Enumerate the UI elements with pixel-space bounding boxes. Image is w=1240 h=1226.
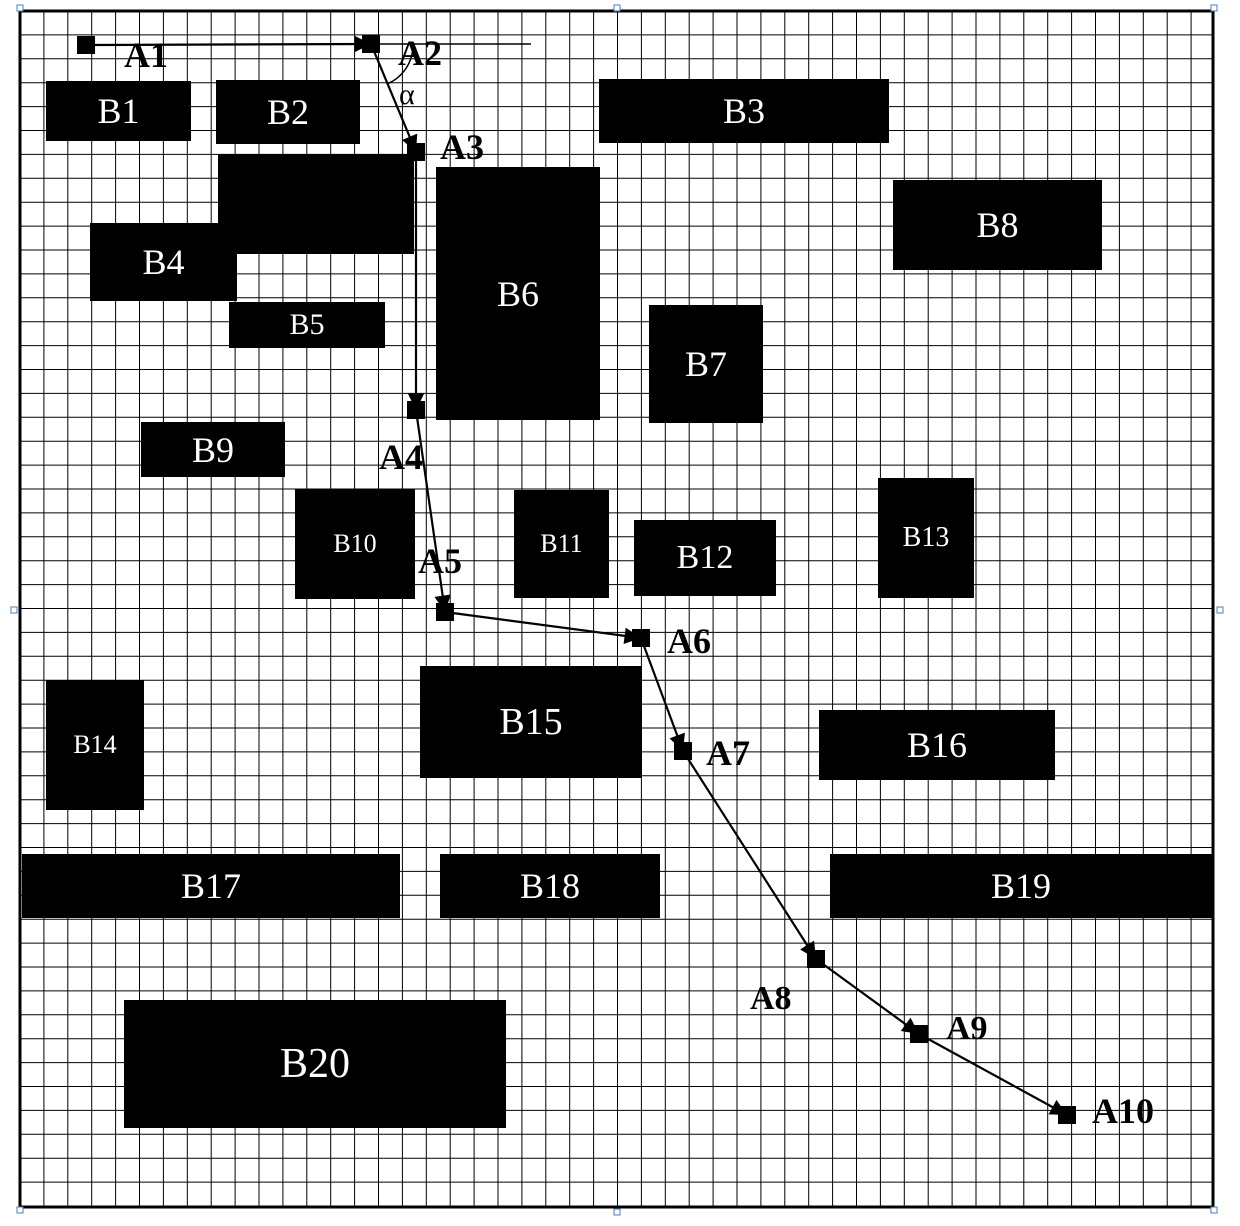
waypoint-A2 [362,35,380,53]
selection-handle [1211,1207,1217,1213]
selection-handle [1211,5,1217,11]
selection-handle [17,1207,23,1213]
waypoint-label-A4: A4 [379,436,423,478]
selection-handle [614,1209,620,1215]
waypoint-A6 [632,629,650,647]
waypoint-A4 [407,401,425,419]
path-seg-A7-A8 [683,751,816,959]
obstacle-B12: B12 [634,520,776,596]
waypoint-label-A6: A6 [667,620,711,662]
waypoint-label-A2: A2 [398,32,442,74]
path-seg-A9-A10 [919,1034,1067,1115]
waypoint-A7 [674,742,692,760]
waypoint-label-A9: A9 [946,1010,988,1048]
obstacle-B11: B11 [514,490,609,598]
obstacle-B10: B10 [295,489,415,599]
obstacle-B9: B9 [141,422,285,477]
obstacle-B2: B2 [216,80,360,144]
selection-handle [614,5,620,11]
obstacle-B15: B15 [420,666,642,778]
waypoint-label-A1: A1 [124,34,168,76]
obstacle-B14: B14 [46,680,144,810]
selection-handle [1217,607,1223,613]
selection-handle [17,5,23,11]
angle-label: α [399,78,415,112]
obstacle-B20: B20 [124,1000,506,1128]
waypoint-label-A10: A10 [1092,1090,1154,1132]
waypoint-label-A3: A3 [440,126,484,168]
waypoint-A5 [436,603,454,621]
waypoint-label-A5: A5 [418,540,462,582]
diagram-stage: B1 B2 B3 B4B5 B6 B7 B8 B9B10 B11 B12 B13 B14 B15 B16 B… [0,0,1240,1226]
obstacle-B1: B1 [46,81,191,141]
obstacle-B8: B8 [893,180,1102,270]
waypoint-A9 [910,1025,928,1043]
obstacle-B2b [218,154,414,254]
waypoint-A1 [77,36,95,54]
obstacle-B3: B3 [599,79,889,143]
waypoint-A8 [807,950,825,968]
waypoint-A3 [407,143,425,161]
waypoint-A10 [1058,1106,1076,1124]
path-seg-A8-A9 [816,959,919,1034]
obstacle-B4: B4 [90,223,237,301]
obstacle-B19: B19 [830,854,1212,918]
waypoint-label-A8: A8 [750,980,792,1018]
obstacle-B6: B6 [436,167,600,420]
obstacle-B17: B17 [22,854,400,918]
selection-handle [11,607,17,613]
obstacle-B5: B5 [229,302,385,348]
obstacle-B16: B16 [819,710,1055,780]
obstacle-B7: B7 [649,305,763,423]
waypoint-label-A7: A7 [706,732,750,774]
obstacle-B13: B13 [878,478,974,598]
obstacle-B18: B18 [440,854,660,918]
